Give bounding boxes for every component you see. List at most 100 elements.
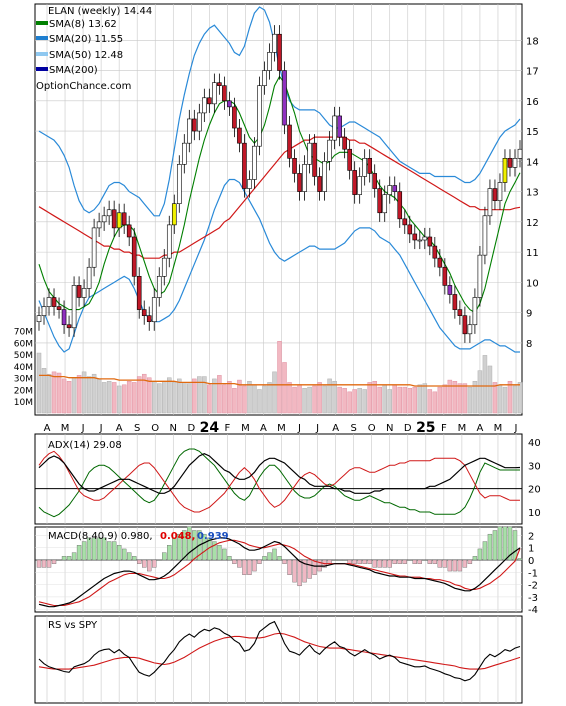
legend-swatch-sma200 [36, 67, 48, 71]
price-tick-label: 15 [526, 127, 539, 138]
candle [126, 224, 132, 238]
macd-histogram-bar [412, 559, 417, 564]
adx-tick-label: 30 [528, 461, 541, 472]
macd-histogram-bar [492, 530, 498, 561]
candle [317, 176, 322, 192]
macd-histogram-bar [342, 559, 347, 561]
rs-panel [34, 615, 523, 704]
candle [287, 124, 292, 159]
macd-histogram-bar [277, 556, 282, 561]
adx-tick-label: 10 [528, 508, 541, 519]
volume-bar [482, 355, 488, 414]
macd-histogram-bar [152, 559, 157, 568]
candle [437, 257, 443, 268]
candle [51, 297, 57, 307]
volume-bar [377, 386, 382, 414]
macd-histogram-bar [242, 559, 247, 575]
candle [166, 224, 172, 259]
x-tick-label: J [315, 423, 319, 434]
volume-bar [297, 384, 302, 414]
candle [237, 127, 242, 144]
volume-tick-label: 40M [14, 363, 33, 373]
macd-tick-label: -3 [528, 593, 538, 604]
x-tick-label: F [225, 423, 231, 434]
candle [71, 285, 77, 329]
macd-histogram-bar [392, 559, 397, 564]
macd-histogram-bar [46, 559, 52, 568]
macd-histogram-bar [116, 545, 122, 561]
macd-histogram-bar [177, 533, 182, 561]
volume-bar [162, 381, 167, 414]
candle [417, 239, 423, 242]
volume-bar [232, 388, 237, 414]
macd-histogram-bar [352, 559, 357, 564]
x-tick-label: F [441, 423, 447, 434]
volume-bar [66, 381, 72, 414]
macd-histogram-bar [312, 559, 317, 575]
volume-bar [177, 378, 182, 414]
macd-histogram-bar [267, 552, 272, 561]
candle [207, 97, 212, 105]
price-tick-label: 8 [526, 339, 532, 350]
candle [442, 266, 448, 286]
macd-histogram-bar [272, 548, 277, 561]
candle [146, 315, 152, 323]
candle [96, 221, 102, 229]
candle [131, 236, 137, 277]
candle [292, 158, 297, 174]
macd-histogram-bar [222, 548, 227, 561]
candle [432, 245, 438, 259]
plus-di-line [38, 448, 520, 518]
candle [101, 215, 107, 223]
legend-sma8: SMA(8) 13.62 [49, 19, 117, 30]
volume-bar [432, 391, 438, 414]
macd-histogram-bar [282, 559, 287, 564]
candle [302, 164, 307, 192]
volume-bar [207, 384, 212, 414]
legend-sma200: SMA(200) [49, 65, 98, 76]
volume-bar [101, 382, 107, 414]
candle [267, 52, 272, 71]
candle [277, 33, 282, 71]
volume-bar [121, 384, 127, 414]
macd-panel: -4-3-2 -101 2 [34, 526, 538, 616]
macd-histogram-bar [56, 559, 62, 561]
volume-bar [217, 375, 222, 414]
macd-histogram-bar [187, 526, 192, 561]
macd-histogram-bar [512, 530, 518, 561]
candle [182, 142, 187, 165]
macd-histogram-bar [482, 541, 488, 561]
volume-bar [462, 383, 468, 414]
volume-bar [96, 378, 102, 414]
volume-bar [427, 389, 433, 414]
candle [412, 233, 418, 241]
candle [282, 70, 287, 126]
legend-swatch-sma8 [36, 21, 48, 25]
candle [457, 309, 463, 316]
macd-tick-label: -1 [528, 568, 538, 579]
macd-histogram-bar [41, 559, 47, 568]
volume-bar [307, 386, 312, 414]
volume-tick-label: 70M [14, 328, 33, 338]
candle [76, 285, 82, 298]
candle [507, 158, 513, 168]
candle [517, 148, 523, 159]
volume-bar [457, 383, 463, 414]
adx-panel: 10 20 30 40 [34, 433, 541, 525]
candle [502, 158, 508, 183]
candle [347, 148, 352, 171]
macd-histogram-bar [217, 545, 222, 561]
volume-bar [257, 389, 262, 414]
volume-bar [392, 384, 397, 414]
macd-histogram-bar [447, 559, 453, 572]
macd-histogram-bar [477, 548, 483, 561]
candle [392, 185, 398, 192]
candle [46, 297, 52, 307]
volume-bar [447, 379, 453, 414]
macd-histogram-bar [517, 558, 523, 561]
x-tick-label: N [170, 423, 177, 434]
macd-label: MACD(8,40,9) 0.980, [48, 531, 153, 542]
volume-bar [397, 386, 402, 414]
macd-histogram-bar [36, 559, 42, 568]
